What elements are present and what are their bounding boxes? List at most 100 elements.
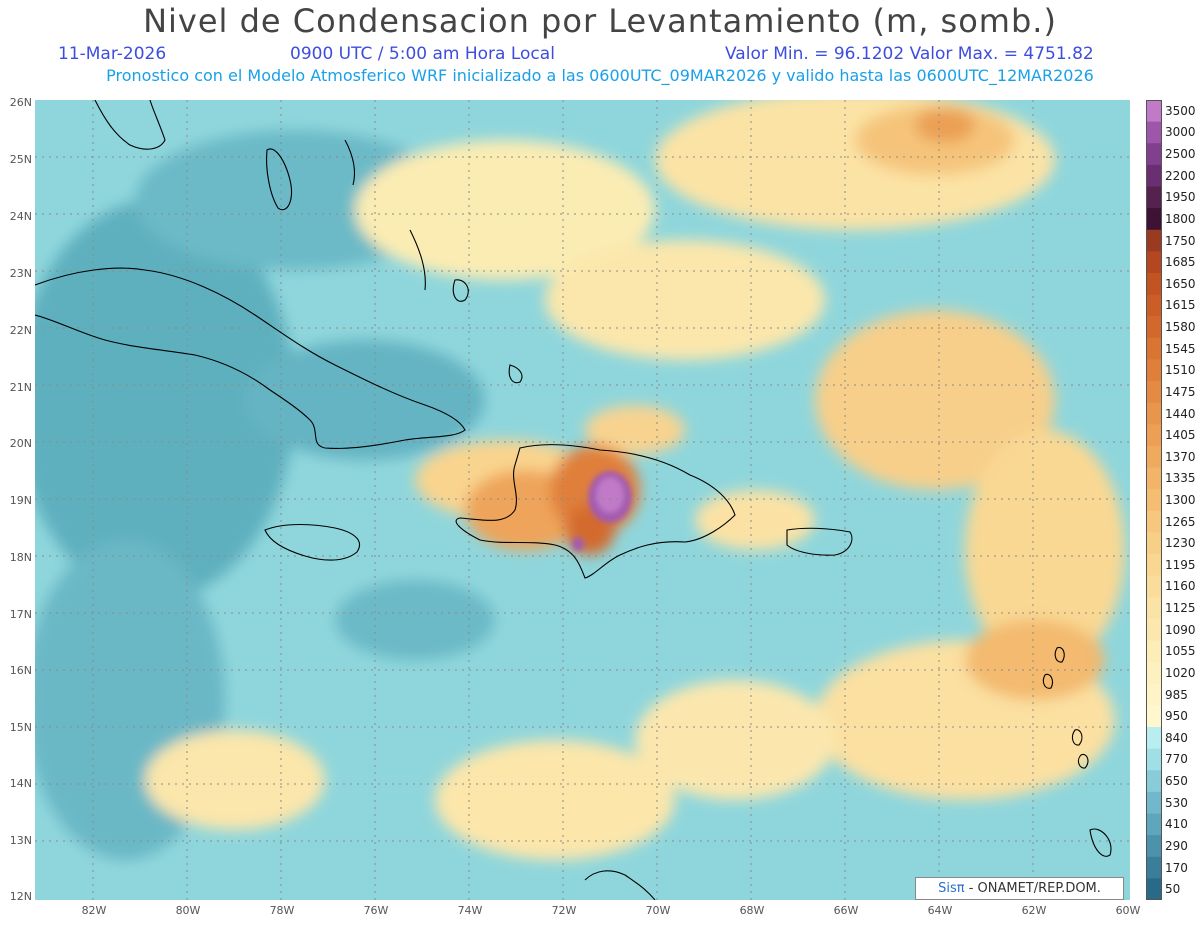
colorbar-label: 2200 xyxy=(1165,168,1196,183)
bahamas-eleuthera xyxy=(344,139,356,186)
colorbar-swatch xyxy=(1146,813,1162,836)
colorbar-label: 3500 xyxy=(1165,103,1196,118)
colorbar-swatch xyxy=(1146,748,1162,771)
lat-label: 13N xyxy=(9,834,32,847)
colorbar-swatch xyxy=(1146,337,1162,360)
lon-label: 66W xyxy=(833,904,859,917)
lon-label: 64W xyxy=(927,904,953,917)
colorbar-swatch xyxy=(1146,143,1162,166)
colorbar-label: 1650 xyxy=(1165,276,1196,291)
colorbar-swatch xyxy=(1146,856,1162,879)
lat-label: 21N xyxy=(9,381,32,394)
colorbar-swatch xyxy=(1146,554,1162,577)
colorbar-label: 1160 xyxy=(1165,579,1196,594)
colorbar-swatch xyxy=(1146,727,1162,750)
cuba-coast xyxy=(35,267,466,449)
colorbar-swatch xyxy=(1146,683,1162,706)
trinidad-coast xyxy=(1089,828,1112,857)
colorbar-label: 2500 xyxy=(1165,147,1196,162)
min-max-values: Valor Min. = 96.1202 Valor Max. = 4751.8… xyxy=(725,44,1094,64)
colorbar-label: 650 xyxy=(1165,774,1188,789)
colorbar-swatch xyxy=(1146,791,1162,815)
colorbar-swatch xyxy=(1146,381,1162,404)
colorbar-label: 1750 xyxy=(1165,233,1196,248)
colorbar-label: 1950 xyxy=(1165,190,1196,205)
bahamas-inagua xyxy=(452,279,469,302)
colorbar-swatch xyxy=(1146,878,1162,900)
lat-label: 14N xyxy=(9,777,32,790)
colorbar-label: 770 xyxy=(1165,752,1188,767)
colorbar-label: 170 xyxy=(1165,860,1188,875)
graticule xyxy=(35,100,1130,900)
coastlines xyxy=(35,100,1112,900)
bahamas-long-island xyxy=(409,229,426,291)
colorbar-swatch xyxy=(1146,164,1162,187)
colorbar-swatch xyxy=(1146,121,1162,144)
lesser-antilles-2 xyxy=(1054,646,1065,663)
colorbar-label: 1370 xyxy=(1165,449,1196,464)
turks-caicos xyxy=(508,364,523,384)
colorbar-label: 1265 xyxy=(1165,514,1196,529)
puerto-rico-coast xyxy=(786,527,853,556)
colorbar-swatch xyxy=(1146,662,1162,685)
colorbar-swatch xyxy=(1146,575,1162,598)
lesser-antilles-1 xyxy=(1042,673,1054,689)
credit-box: Sisπ - ONAMET/REP.DOM. xyxy=(915,877,1124,900)
lon-label: 72W xyxy=(551,904,577,917)
colorbar-label: 1020 xyxy=(1165,665,1196,680)
colorbar-swatch xyxy=(1146,208,1162,231)
colorbar-label: 1125 xyxy=(1165,601,1196,616)
colorbar-label: 950 xyxy=(1165,709,1188,724)
lcl-field-map xyxy=(35,100,1130,900)
colorbar-label: 50 xyxy=(1165,882,1181,897)
forecast-date: 11-Mar-2026 xyxy=(58,44,167,64)
lesser-antilles-4 xyxy=(1077,753,1089,769)
lon-label: 82W xyxy=(81,904,107,917)
colorbar-label: 410 xyxy=(1165,817,1188,832)
lon-label: 80W xyxy=(175,904,201,917)
colorbar-label: 1335 xyxy=(1165,471,1196,486)
model-info: Pronostico con el Modelo Atmosferico WRF… xyxy=(106,66,1094,85)
lat-label: 22N xyxy=(9,324,32,337)
colorbar-swatch xyxy=(1146,316,1162,339)
lcl-shading xyxy=(35,100,1125,860)
lat-label: 23N xyxy=(9,267,32,280)
jamaica-coast xyxy=(264,524,361,561)
colorbar-label: 1195 xyxy=(1165,557,1196,572)
colorbar-swatch xyxy=(1146,251,1162,274)
colorbar-label: 3000 xyxy=(1165,125,1196,140)
lat-label: 17N xyxy=(9,608,32,621)
colorbar-label: 1090 xyxy=(1165,622,1196,637)
lat-label: 18N xyxy=(9,551,32,564)
colorbar-swatch xyxy=(1146,272,1162,296)
hispaniola-coast xyxy=(455,444,736,579)
south-america-coast xyxy=(584,870,656,900)
colorbar-label: 1685 xyxy=(1165,255,1196,270)
colorbar-label: 1440 xyxy=(1165,406,1196,421)
lon-label: 74W xyxy=(457,904,483,917)
colorbar-label: 840 xyxy=(1165,730,1188,745)
lcl-max-area xyxy=(572,471,632,551)
colorbar-label: 290 xyxy=(1165,838,1188,853)
lon-label: 62W xyxy=(1021,904,1047,917)
colorbar-swatch xyxy=(1146,597,1162,620)
florida-coast xyxy=(94,100,166,150)
lon-label: 60W xyxy=(1115,904,1141,917)
lat-label: 19N xyxy=(9,494,32,507)
forecast-time: 0900 UTC / 5:00 am Hora Local xyxy=(290,44,555,64)
colorbar-swatch xyxy=(1146,618,1162,642)
colorbar-label: 530 xyxy=(1165,795,1188,810)
lat-label: 15N xyxy=(9,721,32,734)
colorbar-label: 1405 xyxy=(1165,428,1196,443)
lat-label: 16N xyxy=(9,664,32,677)
colorbar-swatch xyxy=(1146,489,1162,512)
colorbar-label: 1300 xyxy=(1165,493,1196,507)
lat-label: 20N xyxy=(9,437,32,450)
colorbar-swatch xyxy=(1146,402,1162,425)
map-title: Nivel de Condensacion por Levantamiento … xyxy=(143,2,1057,40)
colorbar-label: 1545 xyxy=(1165,341,1196,356)
colorbar xyxy=(1146,100,1162,900)
lon-label: 78W xyxy=(269,904,295,917)
colorbar-swatch xyxy=(1146,229,1162,252)
colorbar-swatch xyxy=(1146,424,1162,447)
